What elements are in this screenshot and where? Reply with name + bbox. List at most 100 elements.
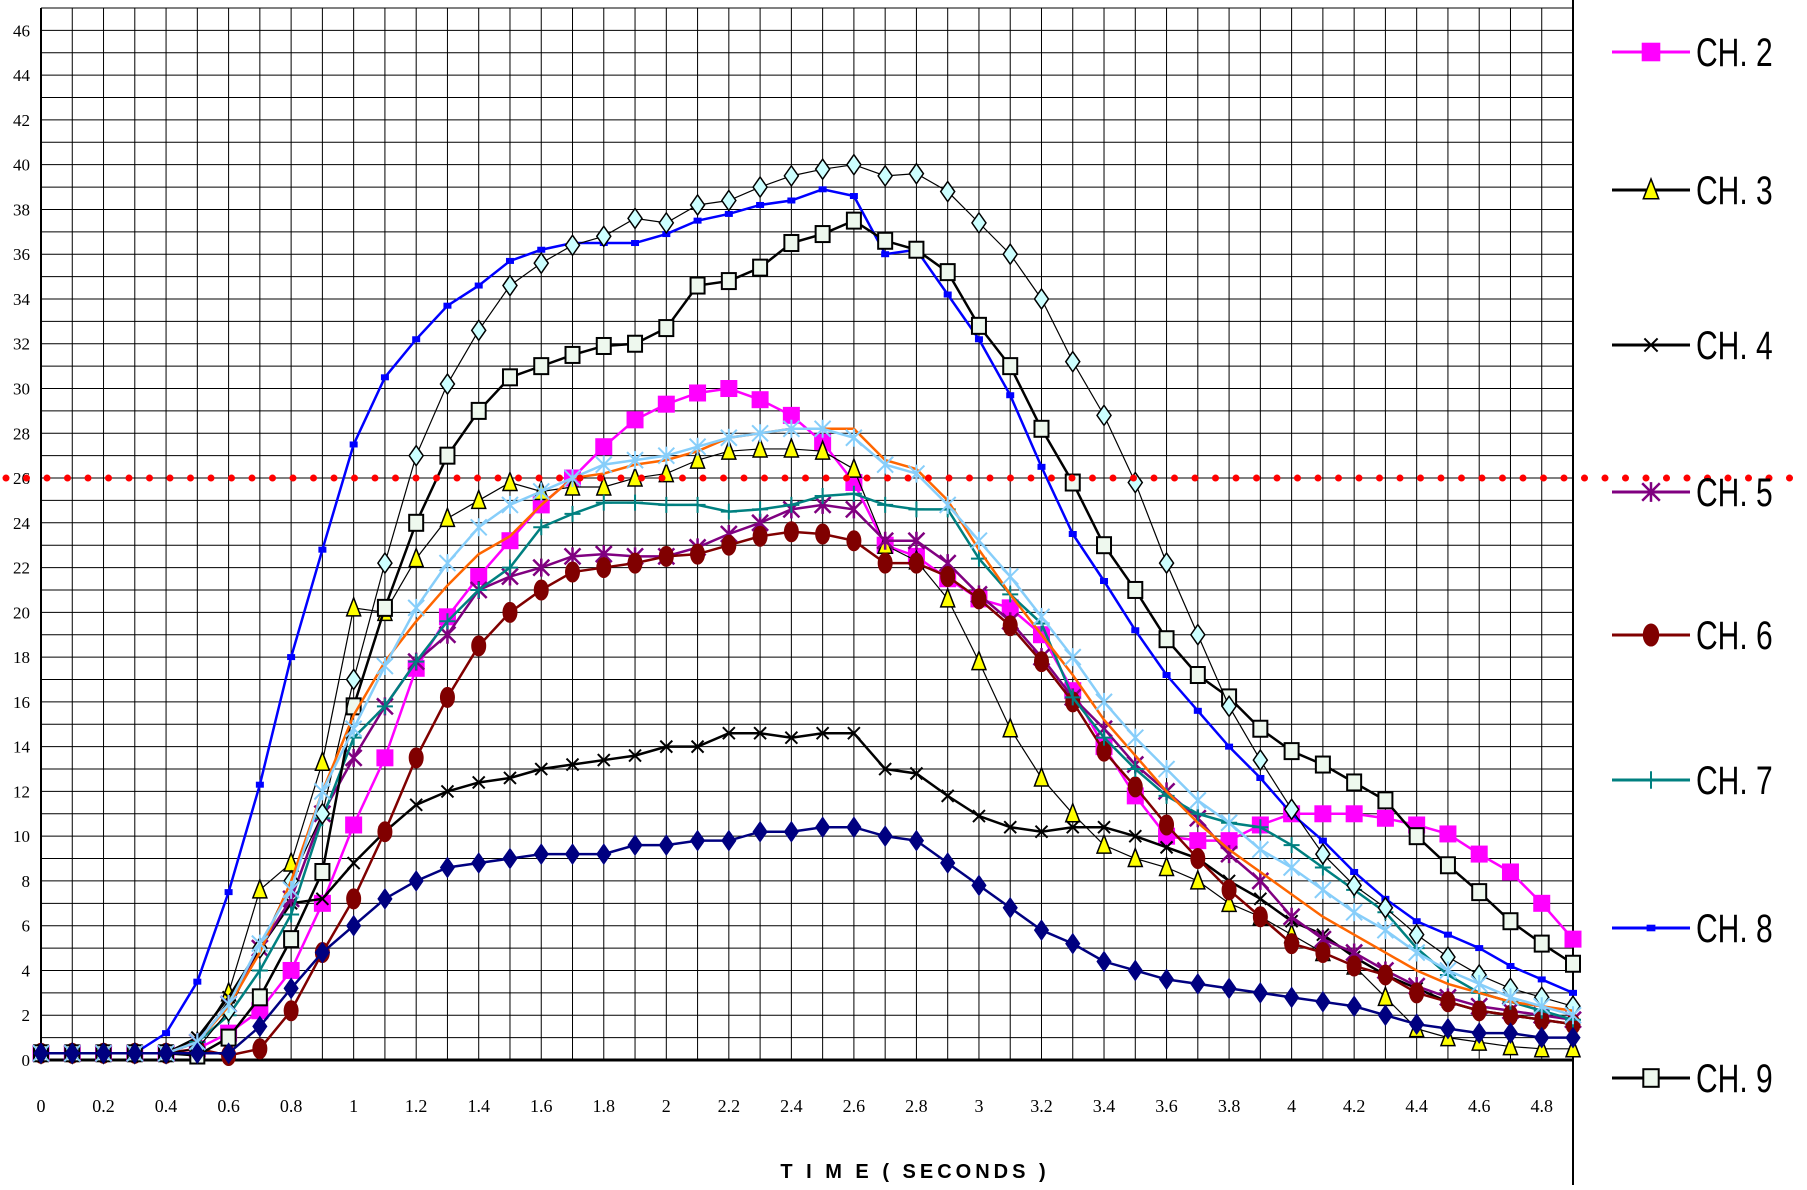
data-point — [1569, 989, 1577, 996]
data-point — [720, 189, 737, 212]
data-point — [162, 1030, 171, 1037]
data-point — [408, 747, 424, 769]
data-point — [1065, 932, 1081, 955]
series-line — [41, 503, 1574, 1055]
y-tick-label: 38 — [13, 200, 30, 219]
data-point — [815, 816, 831, 839]
data-point — [1158, 968, 1175, 991]
data-point — [376, 598, 393, 617]
data-point — [471, 635, 487, 657]
data-point — [595, 336, 612, 355]
data-point — [752, 258, 769, 277]
y-tick-label: 18 — [13, 648, 30, 667]
data-point — [845, 485, 862, 502]
data-point — [1189, 623, 1206, 647]
data-point — [1502, 912, 1519, 931]
data-point — [1001, 567, 1019, 586]
reference-dot — [146, 474, 153, 482]
data-point — [408, 870, 424, 892]
x-tick-label: 0.4 — [155, 1096, 178, 1116]
data-point — [1220, 813, 1238, 832]
reference-dot — [84, 474, 92, 482]
reference-dot — [1232, 474, 1240, 482]
reference-dot — [1007, 474, 1014, 482]
data-point — [1003, 820, 1017, 834]
data-point — [690, 543, 706, 565]
legend-entry: CH. 3 — [1612, 169, 1773, 213]
y-tick-label: 2 — [22, 1006, 31, 1025]
data-point — [1159, 840, 1174, 855]
data-point — [1068, 531, 1077, 537]
data-point — [533, 843, 549, 865]
reference-dot — [228, 474, 235, 482]
data-point — [565, 561, 581, 583]
reference-dot — [761, 474, 768, 482]
data-point — [1252, 748, 1269, 772]
data-point — [909, 766, 924, 781]
reference-dot — [1212, 474, 1219, 482]
data-point — [220, 1042, 237, 1065]
data-point — [720, 503, 737, 520]
legend-label: CH. 7 — [1696, 759, 1773, 803]
reference-dot — [1027, 474, 1035, 482]
y-tick-label: 10 — [13, 827, 30, 846]
data-point — [439, 613, 456, 630]
y-tick-label: 36 — [13, 245, 30, 264]
data-point — [314, 750, 331, 772]
data-point — [127, 1042, 143, 1065]
legend-entry: CH. 9 — [1612, 1057, 1773, 1101]
data-point — [193, 978, 202, 985]
data-point — [881, 251, 890, 258]
data-point — [721, 829, 737, 852]
legend-label: CH. 8 — [1696, 907, 1773, 951]
data-point — [1283, 837, 1300, 854]
data-point — [1064, 648, 1082, 667]
data-point — [1471, 1000, 1487, 1022]
data-point — [315, 892, 330, 906]
data-point — [753, 726, 767, 740]
reference-dot — [843, 474, 850, 482]
legend-label: CH. 4 — [1696, 324, 1773, 368]
data-point — [938, 495, 957, 514]
data-point — [282, 880, 300, 899]
x-tick-label: 4.6 — [1468, 1096, 1491, 1116]
reference-dot — [1191, 474, 1199, 482]
data-point — [1189, 832, 1207, 850]
series-unlabeled-8 — [33, 153, 1581, 1065]
data-point — [1282, 907, 1301, 926]
data-point — [1033, 419, 1050, 438]
data-point — [439, 856, 456, 879]
reference-dot — [1786, 474, 1793, 482]
data-point — [1033, 287, 1050, 311]
data-point — [1131, 627, 1140, 634]
data-point — [532, 482, 550, 501]
reference-dot — [658, 474, 666, 482]
data-point — [1127, 776, 1143, 798]
data-point — [1033, 765, 1050, 787]
reference-dot — [1642, 474, 1650, 482]
data-point — [940, 852, 956, 874]
data-point — [1096, 950, 1112, 973]
data-point — [689, 496, 706, 513]
data-point — [815, 523, 831, 545]
x-axis-title: T I M E ( SECONDS ) — [780, 1161, 1049, 1183]
legend: CH. 2 CH. 3 CH. 4 CH. 5 CH. 6 CH. 7 CH. 8 CH. 9 — [1612, 31, 1773, 1101]
reference-dot — [699, 474, 707, 482]
data-point — [1407, 943, 1426, 962]
data-point — [283, 977, 299, 1000]
data-point — [564, 345, 581, 364]
data-point — [1439, 825, 1457, 843]
reference-dot — [597, 474, 604, 482]
legend-label: CH. 3 — [1696, 169, 1773, 213]
data-point — [377, 887, 393, 910]
data-point — [1157, 760, 1176, 779]
reference-dot — [1376, 474, 1383, 482]
data-point — [439, 686, 455, 708]
data-point — [1506, 962, 1515, 969]
data-point — [346, 914, 362, 937]
data-point — [1283, 798, 1300, 821]
data-point — [219, 995, 238, 1014]
data-point — [1002, 357, 1019, 376]
reference-dot — [289, 474, 297, 482]
data-point — [908, 501, 925, 518]
